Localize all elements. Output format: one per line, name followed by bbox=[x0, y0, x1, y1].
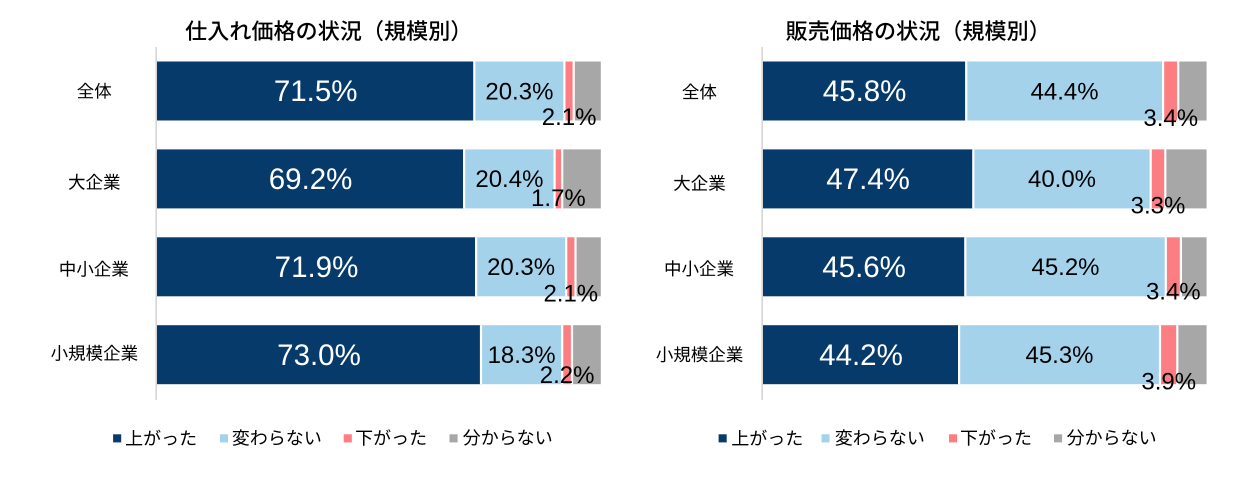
svg-text:1.7%: 1.7% bbox=[531, 185, 586, 212]
svg-text:45.6%: 45.6% bbox=[822, 251, 906, 284]
svg-text:20.3%: 20.3% bbox=[485, 78, 553, 105]
svg-text:44.4%: 44.4% bbox=[1031, 78, 1099, 105]
svg-text:3.4%: 3.4% bbox=[1143, 105, 1198, 132]
svg-text:3.4%: 3.4% bbox=[1146, 279, 1201, 306]
svg-text:45.8%: 45.8% bbox=[823, 75, 907, 108]
svg-text:3.3%: 3.3% bbox=[1131, 193, 1186, 220]
svg-text:20.3%: 20.3% bbox=[487, 254, 555, 281]
svg-text:45.2%: 45.2% bbox=[1031, 254, 1099, 281]
svg-text:45.3%: 45.3% bbox=[1025, 342, 1093, 369]
svg-text:2.1%: 2.1% bbox=[542, 104, 597, 131]
svg-text:71.5%: 71.5% bbox=[274, 75, 358, 108]
svg-text:71.9%: 71.9% bbox=[275, 251, 359, 284]
svg-text:18.3%: 18.3% bbox=[488, 342, 556, 369]
svg-text:73.0%: 73.0% bbox=[277, 339, 361, 372]
svg-text:44.2%: 44.2% bbox=[819, 339, 903, 372]
svg-text:69.2%: 69.2% bbox=[269, 163, 353, 196]
svg-text:47.4%: 47.4% bbox=[826, 163, 910, 196]
svg-text:3.9%: 3.9% bbox=[1141, 369, 1196, 396]
svg-text:2.2%: 2.2% bbox=[540, 362, 595, 389]
svg-text:2.1%: 2.1% bbox=[543, 280, 598, 307]
svg-text:40.0%: 40.0% bbox=[1028, 166, 1096, 193]
svg-text:20.4%: 20.4% bbox=[475, 166, 543, 193]
